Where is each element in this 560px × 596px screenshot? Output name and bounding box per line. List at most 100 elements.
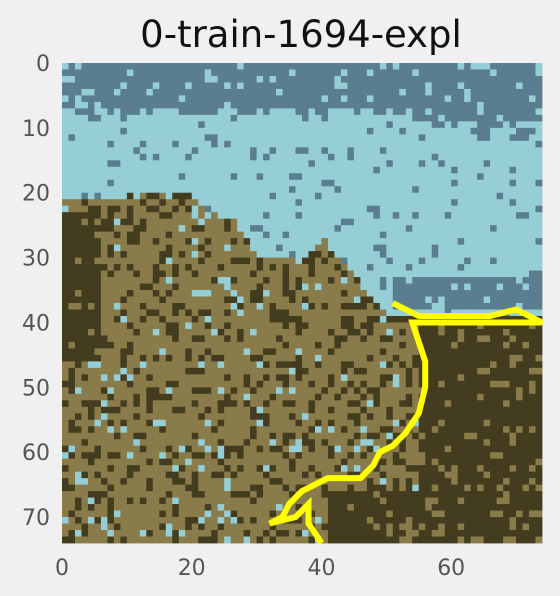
heatmap-cell [178,88,186,96]
heatmap-cell [496,127,504,135]
heatmap-cell [509,108,517,116]
heatmap-cell [503,270,510,278]
heatmap-cell [191,212,199,220]
heatmap-cell [276,108,283,116]
heatmap-cell [230,173,238,181]
heatmap-cell [165,374,173,382]
heatmap-cell [308,439,316,447]
heatmap-cell [529,140,536,148]
heatmap-cell [483,348,491,356]
heatmap-cell [133,82,141,90]
heatmap-cell [302,315,309,323]
heatmap-cell [172,88,180,96]
heatmap-cell [172,335,180,343]
heatmap-cell [74,348,82,356]
heatmap-cell [198,264,206,271]
heatmap-cell [386,367,394,375]
heatmap-cell [276,315,283,323]
heatmap-cell [457,212,465,220]
heatmap-cell [230,315,238,323]
heatmap-cell [133,225,141,233]
heatmap-cell [327,140,335,148]
heatmap-cell [107,348,115,356]
heatmap-cell [133,283,141,291]
heatmap-cell [399,147,407,155]
heatmap-cell [366,95,374,103]
heatmap-cell [295,290,303,297]
heatmap-cell [224,465,232,473]
heatmap-cell [126,445,134,453]
heatmap-cell [276,491,283,498]
heatmap-cell [314,400,322,408]
heatmap-cell [392,491,400,498]
heatmap-cell [399,205,407,213]
heatmap-cell [353,251,361,258]
heatmap-cell [74,186,82,194]
heatmap-cell [412,315,420,323]
heatmap-cell [496,484,504,492]
heatmap-cell [146,257,154,265]
heatmap-cell [457,82,465,90]
heatmap-cell [250,322,257,330]
heatmap-cell [483,121,491,129]
heatmap-cell [405,361,413,369]
heatmap-cell [477,432,485,440]
heatmap-cell [100,63,108,70]
heatmap-cell [204,95,212,103]
heatmap-cell [211,361,219,369]
heatmap-cell [133,335,141,343]
heatmap-cell [74,257,82,265]
heatmap-cell [100,445,108,453]
heatmap-cell [62,108,69,116]
heatmap-cell [503,432,510,440]
heatmap-cell [81,478,89,486]
heatmap-cell [529,283,536,291]
heatmap-cell [276,251,283,258]
heatmap-cell [289,471,296,479]
heatmap-cell [185,147,193,155]
heatmap-cell [438,277,446,284]
heatmap-cell [269,88,277,96]
heatmap-cell [496,205,504,213]
heatmap-cell [535,179,543,187]
heatmap-cell [483,484,491,492]
heatmap-cell [470,199,478,207]
heatmap-cell [529,458,536,466]
heatmap-cell [146,244,154,252]
heatmap-cell [185,257,193,265]
heatmap-cell [165,322,173,330]
heatmap-cell [81,238,89,246]
heatmap-cell [224,303,232,310]
heatmap-cell [302,439,309,447]
heatmap-cell [347,465,355,473]
heatmap-cell [243,277,251,284]
heatmap-cell [224,354,232,362]
heatmap-cell [464,322,472,330]
heatmap-cell [334,478,342,486]
heatmap-cell [204,114,212,122]
heatmap-cell [250,270,257,278]
heatmap-cell [347,348,355,356]
heatmap-cell [276,374,283,382]
heatmap-cell [490,491,497,498]
heatmap-cell [509,419,517,427]
heatmap-cell [159,88,167,96]
heatmap-cell [94,199,102,207]
heatmap-cell [191,445,199,453]
heatmap-cell [405,153,413,161]
heatmap-cell [133,69,141,77]
heatmap-cell [451,186,459,194]
heatmap-cell [483,225,491,233]
heatmap-cell [185,173,193,181]
heatmap-cell [107,251,115,258]
heatmap-cell [159,341,167,349]
heatmap-cell [477,387,485,395]
heatmap-cell [62,140,69,148]
heatmap-cell [314,491,322,498]
heatmap-cell [386,75,394,83]
heatmap-cell [178,458,186,466]
heatmap-cell [308,465,316,473]
heatmap-cell [87,322,95,330]
heatmap-cell [256,101,264,109]
heatmap-cell [120,212,128,220]
